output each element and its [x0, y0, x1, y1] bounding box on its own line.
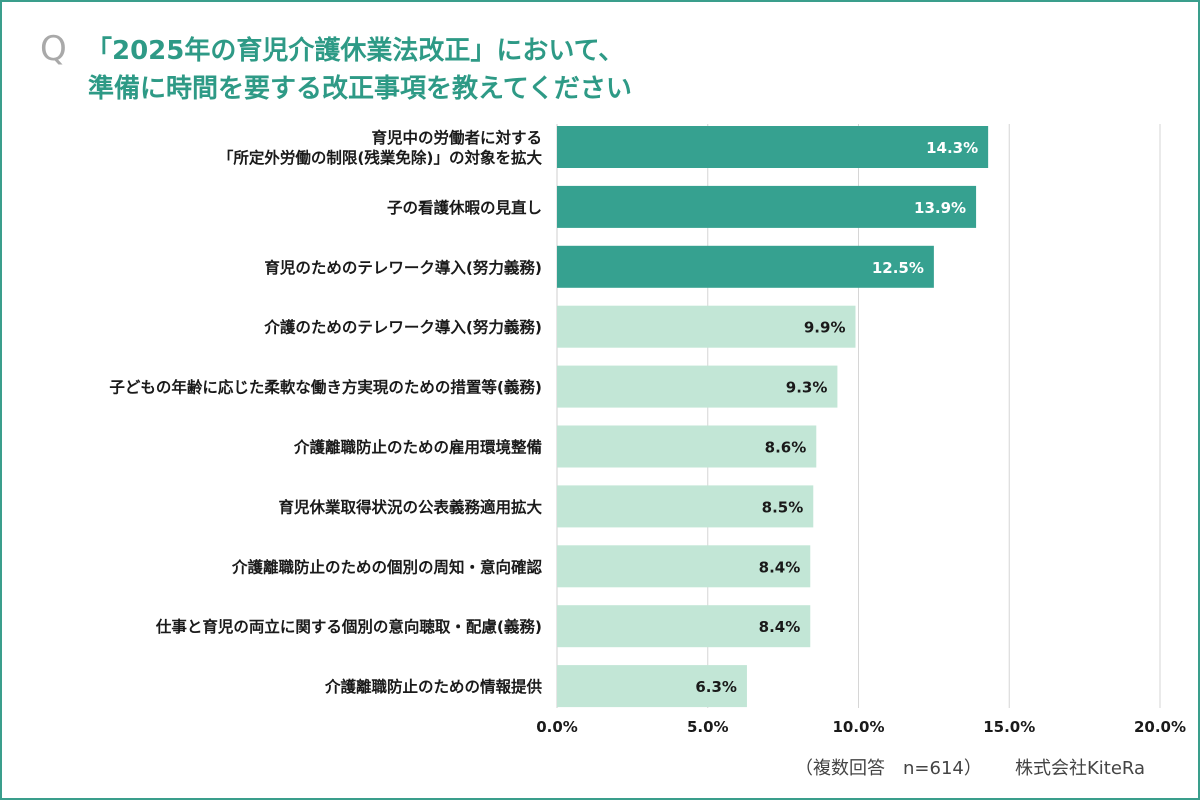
bar-value-label: 9.3% — [786, 379, 828, 397]
category-label: 育児休業取得状況の公表義務適用拡大 — [278, 497, 542, 516]
category-label: 介護離職防止のための情報提供 — [324, 677, 543, 696]
bar-value-label: 12.5% — [872, 259, 924, 277]
bar-value-label: 8.5% — [762, 498, 804, 516]
category-label: 子の看護休暇の見直し — [387, 198, 542, 217]
company-name: 株式会社KiteRa — [1015, 758, 1146, 779]
bar — [557, 545, 811, 588]
bar — [557, 665, 747, 708]
category-label: 仕事と育児の両立に関する個別の意向聴取・配慮(義務) — [155, 617, 542, 636]
chart-title-line-2: 準備に時間を要する改正事項を教えてください — [88, 74, 632, 104]
x-tick-label: 20.0% — [1134, 718, 1186, 736]
survey-note: （複数回答 n=614） — [795, 758, 982, 779]
bar — [557, 126, 989, 168]
question-mark-icon: Q — [40, 29, 67, 69]
bar-value-label: 13.9% — [914, 199, 966, 217]
category-label: 介護離職防止のための個別の周知・意向確認 — [231, 557, 543, 576]
bar-value-label: 8.4% — [759, 618, 801, 636]
category-label: 「所定外労働の制限(残業免除)」の対象を拡大 — [218, 148, 543, 167]
bar-value-label: 6.3% — [695, 678, 737, 696]
bar — [557, 185, 977, 228]
bar — [557, 365, 838, 408]
bar-value-label: 8.6% — [765, 439, 807, 457]
bar — [557, 305, 856, 348]
chart-title-line-1: 「2025年の育児介護休業法改正」において、 — [86, 36, 625, 66]
chart-title: 「2025年の育児介護休業法改正」において、 準備に時間を要する改正事項を教えて… — [86, 32, 632, 108]
category-label: 育児のためのテレワーク導入(努力義務) — [264, 258, 542, 277]
bar — [557, 245, 934, 288]
category-label: 介護のためのテレワーク導入(努力義務) — [263, 318, 542, 337]
category-label: 介護離職防止のための雇用環境整備 — [293, 438, 542, 457]
bar-value-label: 9.9% — [804, 319, 846, 337]
x-tick-label: 0.0% — [536, 718, 578, 736]
x-tick-label: 10.0% — [832, 718, 884, 736]
bar-value-label: 8.4% — [759, 558, 801, 576]
x-tick-label: 15.0% — [983, 718, 1035, 736]
category-label: 子どもの年齢に応じた柔軟な働き方実現のための措置等(義務) — [109, 378, 542, 397]
bar — [557, 605, 811, 648]
bar-value-label: 14.3% — [926, 139, 978, 157]
category-label: 育児中の労働者に対する — [371, 128, 542, 147]
x-tick-label: 5.0% — [687, 718, 729, 736]
bar — [557, 425, 817, 468]
bar — [557, 485, 814, 528]
